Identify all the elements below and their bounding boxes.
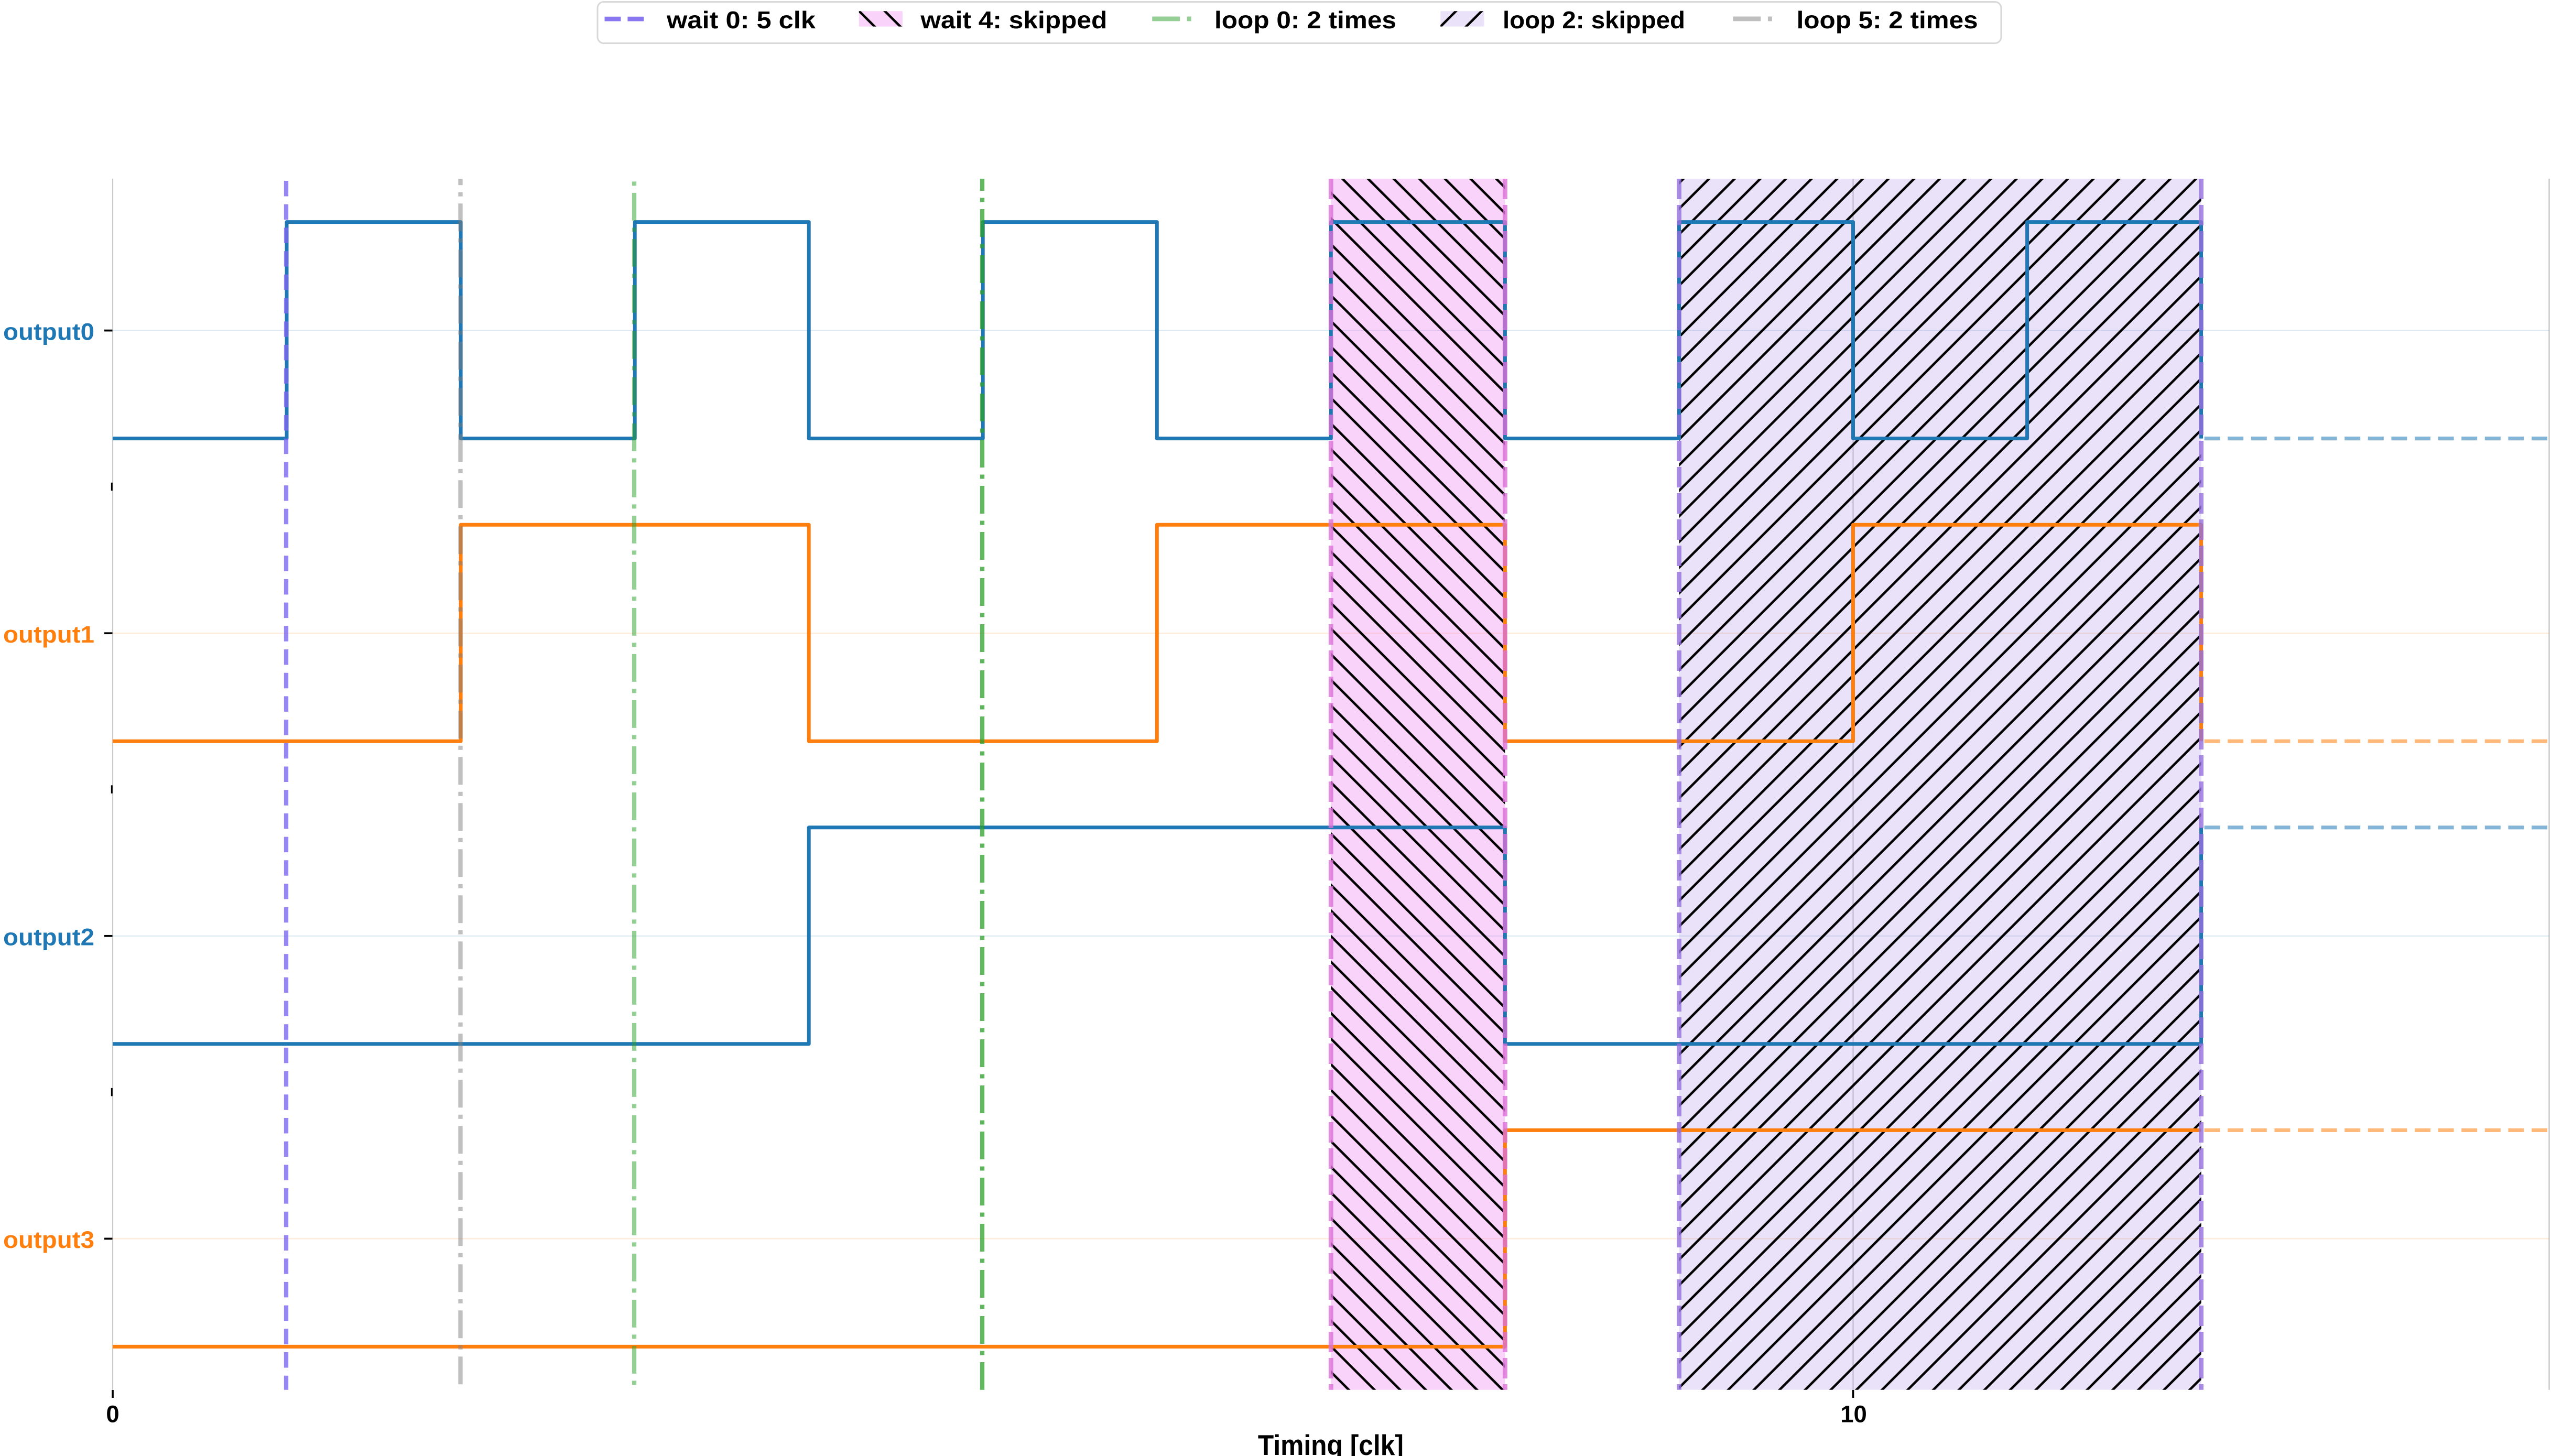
svg-text:loop 2: skipped: loop 2: skipped	[1503, 6, 1685, 34]
svg-text:output1: output1	[3, 621, 94, 648]
svg-text:loop 0: 2 times: loop 0: 2 times	[1214, 6, 1396, 34]
svg-text:loop 5: 2 times: loop 5: 2 times	[1797, 6, 1978, 34]
svg-text:10: 10	[1840, 1400, 1867, 1427]
svg-text:output2: output2	[3, 924, 94, 951]
svg-text:Timing [clk]: Timing [clk]	[1258, 1429, 1404, 1456]
svg-text:output0: output0	[3, 318, 94, 345]
svg-text:output3: output3	[3, 1226, 94, 1253]
svg-text:wait 0: 5 clk: wait 0: 5 clk	[666, 6, 816, 34]
svg-text:wait 4: skipped: wait 4: skipped	[920, 6, 1107, 34]
svg-text:0: 0	[106, 1400, 119, 1427]
